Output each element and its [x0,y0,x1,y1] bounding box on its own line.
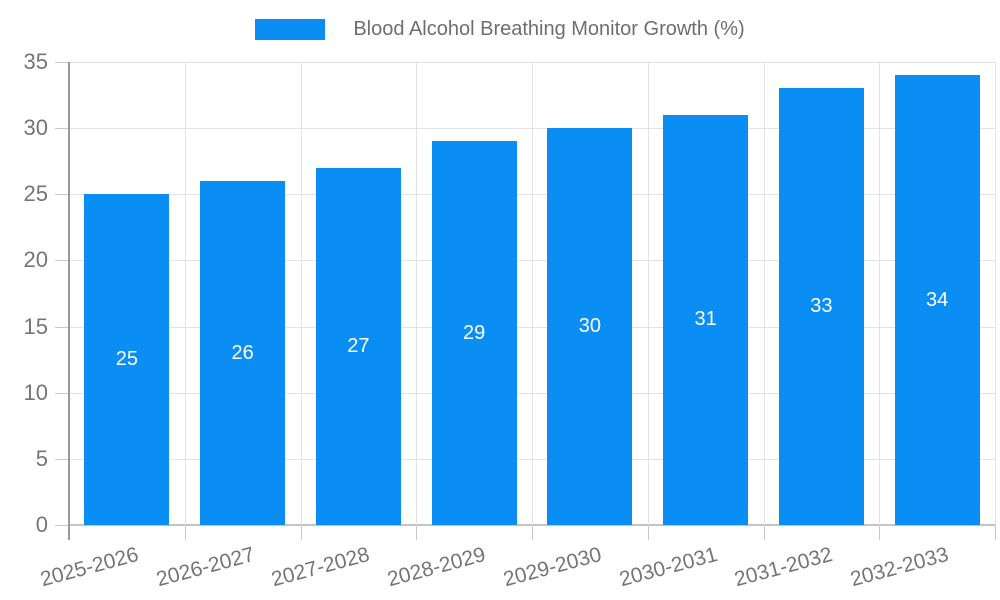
y-tick-label: 0 [35,512,48,537]
bar-value-label: 31 [694,308,717,331]
bar[interactable]: 33 [778,88,864,525]
bar-value-label: 34 [926,288,949,311]
x-tick [416,525,418,540]
y-axis-line [68,62,70,540]
legend-swatch-icon [255,19,326,40]
bar-value-label: 27 [347,334,370,357]
x-tick [647,525,649,540]
x-category-label: 2030-2031 [616,543,720,592]
bar-value-label: 29 [463,321,486,344]
y-tick-label: 25 [23,181,48,207]
x-gridline [995,62,996,525]
x-tick [995,525,996,540]
x-tick [300,525,302,540]
legend-item[interactable]: Blood Alcohol Breathing Monitor Growth (… [255,18,745,41]
y-tick-label: 10 [23,379,48,405]
y-tick-label: 35 [23,49,48,74]
bar-value-label: 25 [115,348,138,371]
bar[interactable]: 26 [200,181,286,525]
y-tick [55,458,69,460]
bar[interactable]: 31 [663,114,749,525]
y-tick-label: 15 [23,313,48,339]
x-category-label: 2029-2030 [500,543,604,592]
bar-value-label: 26 [231,341,254,364]
y-tick [55,194,69,196]
x-category-label: 2026-2027 [153,543,257,592]
y-tick [55,260,69,262]
x-tick [879,525,881,540]
bar[interactable]: 25 [84,194,170,525]
bar-value-label: 33 [810,295,833,318]
x-category-label: 2032-2033 [848,543,952,592]
x-gridline [647,62,649,525]
y-tick [55,326,69,328]
y-tick [55,525,69,526]
legend-label: Blood Alcohol Breathing Monitor Growth (… [353,18,745,40]
x-tick [184,525,186,540]
bar[interactable]: 29 [431,141,517,525]
bar[interactable]: 30 [547,128,633,525]
y-tick [55,128,69,130]
x-gridline [879,62,881,525]
y-tick [55,392,69,394]
x-category-label: 2025-2026 [37,543,141,592]
x-gridline [184,62,186,525]
x-gridline [300,62,302,525]
x-gridline [763,62,765,525]
x-tick [763,525,765,540]
x-category-label: 2027-2028 [269,543,373,592]
y-tick-label: 20 [23,247,48,273]
x-category-label: 2031-2032 [732,543,836,592]
x-tick [532,525,533,540]
chart-legend: Blood Alcohol Breathing Monitor Growth (… [0,18,1000,41]
bar-value-label: 30 [578,315,601,338]
y-tick-label: 5 [35,445,48,471]
y-tick-label: 30 [23,115,48,141]
x-category-label: 2028-2029 [385,543,489,592]
bar[interactable]: 34 [894,75,980,525]
bar[interactable]: 27 [315,167,401,525]
y-tick [55,62,69,63]
x-gridline [532,62,533,525]
x-gridline [416,62,418,525]
